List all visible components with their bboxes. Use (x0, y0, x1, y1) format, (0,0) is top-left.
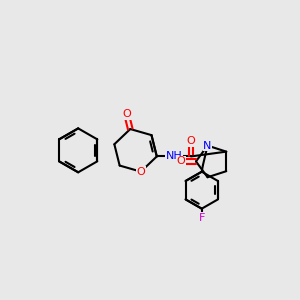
Text: NH: NH (166, 152, 183, 161)
Text: O: O (136, 167, 145, 177)
Text: O: O (187, 136, 195, 146)
Text: O: O (122, 110, 131, 119)
Text: N: N (203, 141, 212, 151)
Text: F: F (199, 213, 205, 223)
Text: O: O (176, 156, 185, 167)
